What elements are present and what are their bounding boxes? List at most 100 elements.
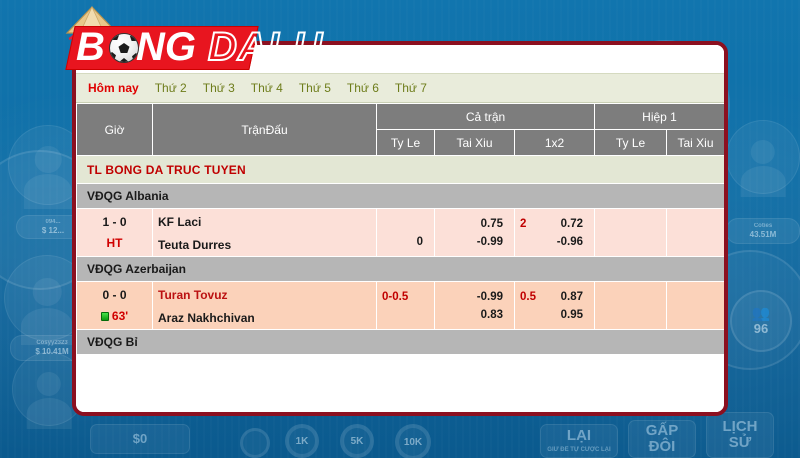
- odds-line-top: 0.5 0.87: [520, 288, 589, 306]
- home-team[interactable]: KF Laci: [158, 215, 202, 229]
- league-row[interactable]: VĐQG Albania: [76, 183, 724, 209]
- odds-line-bottom: 0: [382, 233, 429, 251]
- match-row[interactable]: 1 - 0 HT KF Laci Teuta Durres 0 0.75 -0.99 2 0.7…: [76, 208, 724, 257]
- header-row-top: Giờ TrậnĐấu Cả trận Hiệp 1: [76, 103, 724, 156]
- odds-line-top: -0.99: [440, 288, 509, 306]
- site-header: Tỷ lệ Bóng Đá: [76, 45, 724, 73]
- background-players-online: 👥 96: [730, 290, 792, 352]
- background-double-button: GẤP ĐÔI: [628, 420, 696, 458]
- odds-cell-tyle-h1[interactable]: [594, 208, 667, 257]
- league-row[interactable]: VĐQG Azerbaijan: [76, 256, 724, 282]
- day-tab-4[interactable]: Thứ 5: [298, 81, 331, 95]
- odds-value: [672, 288, 719, 306]
- match-score: 0 - 0: [102, 288, 127, 302]
- background-player-name: Cosyy2323: [36, 339, 68, 346]
- odds-line-top: 2 0.72: [520, 215, 589, 233]
- background-history-line1: LỊCH: [722, 418, 758, 436]
- odds-value: [408, 288, 429, 306]
- chip-label: 5K: [350, 435, 364, 447]
- match-status: HT: [82, 236, 147, 250]
- match-time-cell: 1 - 0 HT: [76, 208, 153, 257]
- odds-cell-taixiu[interactable]: 0.75 -0.99: [434, 208, 515, 257]
- odds-cell-taixiu[interactable]: -0.99 0.83: [434, 281, 515, 330]
- odds-cell-1x2[interactable]: 0.5 0.87 0.95: [514, 281, 595, 330]
- odds-cell-tyle-h1[interactable]: [594, 281, 667, 330]
- match-teams-cell[interactable]: KF Laci Teuta Durres: [152, 208, 377, 257]
- col-header-full-match: Cả trận: [376, 103, 595, 130]
- odds-cell-taixiu-h1[interactable]: [666, 281, 724, 330]
- away-team[interactable]: Araz Nakhchivan: [158, 311, 255, 325]
- odds-value: [672, 215, 719, 233]
- col-header-1x2[interactable]: 1x2: [514, 129, 595, 156]
- background-chip-1k: 1K: [285, 424, 319, 458]
- away-team[interactable]: Teuta Durres: [158, 238, 232, 252]
- background-rebet-label: LẠI: [566, 427, 592, 445]
- odds-value: -0.99: [476, 236, 503, 248]
- odds-value: 0.95: [560, 309, 583, 321]
- day-tab-3[interactable]: Thứ 4: [250, 81, 283, 95]
- background-rebet-button: LẠI GIỮ ĐỂ TỰ CƯỢC LẠI: [540, 424, 618, 458]
- background-rebet-sub: GIỮ ĐỂ TỰ CƯỢC LẠI: [547, 447, 611, 454]
- odds-value: [600, 306, 661, 324]
- day-tab-1[interactable]: Thứ 2: [154, 81, 187, 95]
- background-double-line2: ĐÔI: [648, 438, 676, 455]
- odds-value: -0.96: [556, 236, 583, 248]
- odds-line-bottom: [672, 306, 719, 324]
- col-header-tyle[interactable]: Ty Le: [376, 129, 435, 156]
- chip-label: 10K: [403, 436, 423, 448]
- odds-line-top: [672, 288, 719, 306]
- odds-line-bottom: 0.95: [520, 306, 589, 324]
- odds-panel-inner: Tỷ lệ Bóng Đá Hôm nay Thứ 2 Thứ 3 Thứ 4 Thứ …: [76, 45, 724, 412]
- col-header-first-half: Hiệp 1: [594, 103, 724, 130]
- background-players-count: 96: [753, 321, 769, 336]
- odds-cell-tyle[interactable]: 0: [376, 208, 435, 257]
- odds-table-body: TL BONG DA TRUC TUYEN VĐQG Albania 1 - 0 H…: [76, 155, 724, 355]
- day-tab-2[interactable]: Thứ 3: [202, 81, 235, 95]
- header-row-sub: Ty Le Tai Xiu 1x2 Ty Le Tai Xiu: [77, 129, 724, 156]
- background-balance-display: $0: [90, 424, 190, 454]
- odds-handicap: 2: [520, 218, 527, 230]
- background-player-name: Coties: [753, 222, 773, 229]
- col-header-time[interactable]: Giờ: [76, 103, 153, 156]
- odds-value: [382, 306, 429, 324]
- col-header-taixiu-h1[interactable]: Tai Xiu: [666, 129, 724, 156]
- day-tabs[interactable]: Hôm nay Thứ 2 Thứ 3 Thứ 4 Thứ 5 Thứ 6 Thứ 7: [76, 73, 724, 103]
- col-header-match[interactable]: TrậnĐấu: [152, 103, 377, 156]
- match-teams-cell[interactable]: Turan Tovuz Araz Nakhchivan: [152, 281, 377, 330]
- odds-line-top: [382, 215, 429, 233]
- odds-value: 0: [416, 236, 423, 248]
- site-title: Tỷ lệ Bóng Đá: [86, 51, 177, 67]
- col-header-tyle-h1[interactable]: Ty Le: [594, 129, 667, 156]
- match-row[interactable]: 0 - 0 63' Turan Tovuz Araz Nakhchivan 0-0.5 -…: [76, 281, 724, 330]
- background-avatar: [726, 120, 800, 194]
- home-team[interactable]: Turan Tovuz: [158, 288, 228, 302]
- background-chip-blank: [240, 428, 270, 458]
- odds-cell-tyle[interactable]: 0-0.5: [376, 281, 435, 330]
- background-player-badge: Coties 43.51M: [726, 218, 800, 244]
- odds-value: 0.72: [560, 218, 583, 230]
- odds-value: [672, 233, 719, 251]
- odds-line-bottom: [672, 233, 719, 251]
- background-player-name: 094...: [45, 218, 61, 225]
- background-player-amount: 43.51M: [749, 229, 777, 239]
- league-row[interactable]: VĐQG Bỉ: [76, 329, 724, 355]
- section-title-row: TL BONG DA TRUC TUYEN: [76, 155, 724, 184]
- odds-cell-1x2[interactable]: 2 0.72 -0.96: [514, 208, 595, 257]
- odds-line-top: [672, 215, 719, 233]
- match-status: 63': [82, 309, 147, 323]
- odds-cell-taixiu-h1[interactable]: [666, 208, 724, 257]
- day-tab-5[interactable]: Thứ 6: [346, 81, 379, 95]
- odds-line-bottom: -0.99: [440, 233, 509, 251]
- day-tab-6[interactable]: Thứ 7: [394, 81, 427, 95]
- odds-panel: Tỷ lệ Bóng Đá Hôm nay Thứ 2 Thứ 3 Thứ 4 Thứ …: [72, 41, 728, 416]
- odds-value: [600, 288, 661, 306]
- odds-line-top: 0.75: [440, 215, 509, 233]
- odds-value: [382, 215, 429, 233]
- odds-line-top: [600, 288, 661, 306]
- day-tab-0[interactable]: Hôm nay: [88, 81, 139, 95]
- col-header-taixiu[interactable]: Tai Xiu: [434, 129, 515, 156]
- background-chip-5k: 5K: [340, 424, 374, 458]
- background-history-button: LỊCH SỬ: [706, 412, 774, 458]
- odds-value: 0.75: [480, 218, 503, 230]
- odds-value: 0.83: [480, 309, 503, 321]
